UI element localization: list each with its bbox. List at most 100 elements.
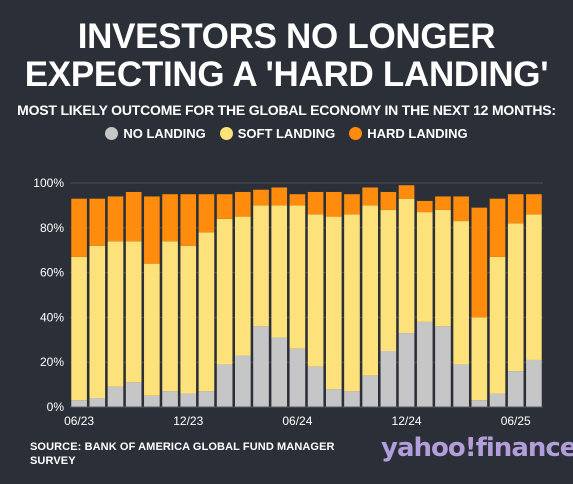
bar-segment-soft-landing <box>380 209 397 351</box>
bar-segment-no-landing <box>344 391 360 407</box>
bar-segment-hard-landing <box>344 194 360 215</box>
x-tick-label: 06/24 <box>282 414 312 428</box>
chart-title: INVESTORS NO LONGER EXPECTING A 'HARD LA… <box>0 18 573 94</box>
bar-segment-no-landing <box>380 351 397 407</box>
bar-segment-no-landing <box>253 326 269 407</box>
bar-segment-soft-landing <box>162 241 178 392</box>
bar-segment-hard-landing <box>416 200 433 213</box>
bar-segment-soft-landing <box>398 198 415 334</box>
yahoo-finance-logo: yahoo!finance <box>381 433 573 463</box>
legend-swatch-hard-landing <box>349 127 363 140</box>
legend-swatch-no-landing <box>105 127 119 140</box>
bar-segment-hard-landing <box>107 196 124 242</box>
bar-segment-hard-landing <box>216 194 233 219</box>
bar-segment-no-landing <box>307 366 324 407</box>
x-tick-label: 06/25 <box>501 414 531 428</box>
x-tick-label: 12/23 <box>173 414 203 428</box>
bar-segment-hard-landing <box>198 194 215 233</box>
bar-segment-hard-landing <box>71 198 87 257</box>
bar-segment-no-landing <box>398 333 415 407</box>
bar-segment-no-landing <box>453 364 469 407</box>
bar-segment-hard-landing <box>180 194 197 246</box>
x-tick-label: 12/24 <box>392 414 422 428</box>
bar-segment-soft-landing <box>362 205 378 376</box>
legend: NO LANDING SOFT LANDING HARD LANDING <box>0 126 573 141</box>
title-line-1: INVESTORS NO LONGER <box>77 17 496 56</box>
bar-segment-no-landing <box>235 355 251 407</box>
bar-segment-hard-landing <box>380 191 397 210</box>
bar-segment-hard-landing <box>325 191 342 217</box>
bar-segment-soft-landing <box>289 205 306 349</box>
bar-segment-no-landing <box>526 359 542 407</box>
bar-segment-no-landing <box>144 395 160 407</box>
y-tick-label: 100% <box>33 176 64 190</box>
source-note: SOURCE: BANK OF AMERICA GLOBAL FUND MANA… <box>30 441 335 467</box>
bar-segment-no-landing <box>435 326 451 407</box>
bar-segment-soft-landing <box>271 205 288 338</box>
bar-segment-soft-landing <box>471 317 488 401</box>
bar-segment-hard-landing <box>253 189 269 206</box>
legend-item-no-landing: NO LANDING <box>105 126 206 141</box>
bar-segment-no-landing <box>162 391 178 407</box>
legend-item-soft-landing: SOFT LANDING <box>219 126 336 141</box>
bar-segment-no-landing <box>471 400 488 407</box>
bar-segment-soft-landing <box>125 241 142 383</box>
legend-label-no-landing: NO LANDING <box>123 126 206 141</box>
y-tick-label: 0% <box>47 400 65 414</box>
bar-segment-hard-landing <box>526 194 542 215</box>
bar-segment-hard-landing <box>507 194 524 224</box>
bar-segment-soft-landing <box>325 216 342 390</box>
bar-segment-no-landing <box>489 393 506 407</box>
y-tick-label: 20% <box>40 355 64 369</box>
title-line-2: EXPECTING A 'HARD LANDING' <box>24 55 549 94</box>
bar-segment-no-landing <box>198 391 215 407</box>
bar-segment-soft-landing <box>235 216 251 356</box>
bar-segment-hard-landing <box>271 187 288 206</box>
bar-segment-hard-landing <box>398 185 415 199</box>
bar-segment-hard-landing <box>89 198 106 246</box>
bar-segment-hard-landing <box>489 198 506 257</box>
bar-segment-soft-landing <box>416 212 433 322</box>
bar-segment-soft-landing <box>180 245 197 394</box>
bar-segment-soft-landing <box>435 209 451 327</box>
x-tick-label: 06/23 <box>64 414 94 428</box>
legend-item-hard-landing: HARD LANDING <box>349 126 468 141</box>
bar-segment-soft-landing <box>344 214 360 392</box>
bar-segment-soft-landing <box>107 241 124 387</box>
legend-label-soft-landing: SOFT LANDING <box>237 126 336 141</box>
bar-segment-soft-landing <box>198 232 215 392</box>
bar-segment-no-landing <box>107 386 124 407</box>
bar-segment-soft-landing <box>507 223 524 372</box>
bar-segment-no-landing <box>362 375 378 407</box>
legend-swatch-soft-landing <box>219 127 233 140</box>
y-tick-label: 80% <box>40 221 64 235</box>
bar-segment-soft-landing <box>253 205 269 327</box>
bar-segment-hard-landing <box>235 191 251 217</box>
bar-segment-soft-landing <box>453 221 469 365</box>
bar-segment-hard-landing <box>125 191 142 242</box>
bar-segment-soft-landing <box>489 256 506 394</box>
bar-segment-no-landing <box>71 400 87 407</box>
bar-segment-no-landing <box>180 393 197 407</box>
bar-segment-hard-landing <box>453 196 469 222</box>
bar-segment-hard-landing <box>435 196 451 210</box>
bar-segment-soft-landing <box>216 218 233 365</box>
bar-segment-no-landing <box>216 364 233 407</box>
bar-segment-no-landing <box>325 389 342 407</box>
bar-segment-soft-landing <box>144 263 160 396</box>
bar-segment-hard-landing <box>362 187 378 206</box>
bar-segment-soft-landing <box>526 214 542 360</box>
bar-segment-soft-landing <box>89 245 106 399</box>
y-tick-label: 60% <box>40 266 64 280</box>
y-tick-label: 40% <box>40 310 64 324</box>
bar-segment-hard-landing <box>307 191 324 215</box>
bar-segment-no-landing <box>89 398 106 407</box>
bar-segment-soft-landing <box>307 214 324 367</box>
bar-segment-no-landing <box>125 382 142 407</box>
bar-segment-no-landing <box>289 348 306 407</box>
bar-segment-hard-landing <box>289 194 306 206</box>
bar-segment-no-landing <box>271 337 288 407</box>
legend-label-hard-landing: HARD LANDING <box>367 126 468 141</box>
bar-segment-no-landing <box>507 371 524 407</box>
